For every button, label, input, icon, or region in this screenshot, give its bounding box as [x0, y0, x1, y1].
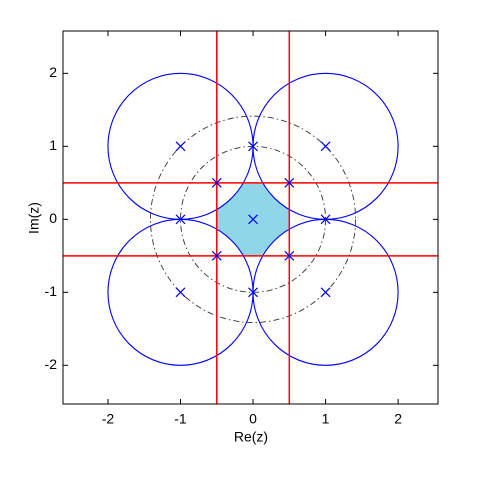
point-marker — [284, 177, 295, 188]
point-marker — [320, 141, 331, 152]
point-marker — [248, 214, 258, 225]
plot-area — [63, 31, 438, 404]
point-marker — [175, 287, 186, 298]
point-marker — [284, 250, 295, 261]
x-axis-label: Re(z) — [234, 429, 268, 445]
x-tick-label: -1 — [174, 411, 187, 427]
point-marker — [248, 287, 258, 298]
x-tick-label: 2 — [394, 411, 402, 427]
dashed-circle — [150, 115, 357, 323]
point-marker — [248, 141, 258, 152]
point-marker — [211, 177, 222, 188]
x-tick-label: -2 — [102, 411, 115, 427]
point-marker — [211, 250, 222, 261]
point-marker — [320, 287, 331, 298]
y-tick-label: 0 — [49, 210, 57, 226]
y-tick-label: 1 — [49, 137, 57, 153]
y-tick-label: -1 — [45, 283, 58, 299]
y-tick-label: 2 — [49, 64, 57, 80]
axes-box — [62, 30, 439, 405]
point-marker — [320, 214, 331, 225]
y-tick-label: -2 — [45, 356, 58, 372]
point-marker — [175, 141, 186, 152]
x-tick-label: 1 — [322, 411, 330, 427]
x-tick-label: 0 — [249, 411, 257, 427]
point-marker — [175, 214, 186, 225]
y-axis-label: Im(z) — [26, 202, 42, 234]
